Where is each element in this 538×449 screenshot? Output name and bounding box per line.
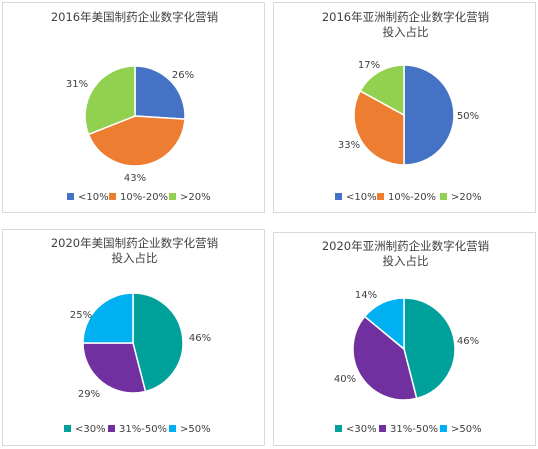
chart-title-line: 投入占比	[383, 254, 429, 268]
pie-slice	[82, 342, 147, 394]
legend-swatch	[109, 193, 116, 200]
slice-value-label: 29%	[78, 389, 100, 400]
legend-swatch	[64, 425, 71, 432]
legend-swatch	[108, 425, 115, 432]
slice-value-label: 25%	[70, 310, 92, 321]
pie-slice	[134, 65, 186, 120]
legend-label: >20%	[180, 192, 211, 203]
legend-swatch	[379, 425, 386, 432]
pie-chart-svg: 2016年美国制药企业数字化营销 26% 43% 31% <10% 10%-20% >20%	[51, 10, 218, 203]
chart-panel-2020-us: 2020年美国制药企业数字化营销 投入占比 46% 29% 25% <30% 31%-50%…	[2, 229, 265, 446]
slice-value-label: 31%	[66, 79, 88, 90]
slice-value-label: 33%	[338, 140, 360, 151]
pie-slice	[403, 64, 455, 166]
chart-title-line: 2020年亚洲制药企业数字化营销	[322, 239, 489, 253]
legend-swatch	[377, 193, 384, 200]
legend-label: >50%	[180, 424, 211, 435]
legend-label: 10%-20%	[120, 192, 168, 203]
pie-slice	[403, 297, 456, 400]
pie-slice	[359, 64, 405, 117]
pie-slice	[353, 89, 405, 166]
legend-label: 31%-50%	[119, 424, 167, 435]
legend-swatch	[169, 193, 176, 200]
chart-panel-2016-us: 2016年美国制药企业数字化营销 26% 43% 31% <10% 10%-20% >20%	[2, 2, 265, 213]
legend-swatch	[335, 193, 342, 200]
legend-label: <30%	[75, 424, 106, 435]
pie-slice	[87, 115, 186, 167]
chart-panel-2020-asia: 2020年亚洲制药企业数字化营销 投入占比 46% 40% 14% <30% 31%-50%…	[273, 232, 536, 446]
legend-label: <30%	[346, 424, 377, 435]
slice-value-label: 46%	[189, 333, 211, 344]
legend-swatch	[169, 425, 176, 432]
legend-swatch	[440, 193, 447, 200]
pie-slice	[84, 65, 136, 136]
pie-slice	[82, 292, 134, 344]
legend-swatch	[335, 425, 342, 432]
legend-swatch	[67, 193, 74, 200]
chart-title-line: 投入占比	[383, 25, 429, 39]
chart-title-line: 2016年美国制药企业数字化营销	[51, 10, 218, 24]
slice-value-label: 17%	[358, 60, 380, 71]
legend-label: <10%	[78, 192, 109, 203]
legend-label: <10%	[346, 192, 377, 203]
chart-title-line: 2020年美国制药企业数字化营销	[51, 236, 218, 250]
slice-value-label: 43%	[124, 173, 146, 184]
legend-label: >50%	[451, 424, 482, 435]
legend-swatch	[440, 425, 447, 432]
pie-slice	[132, 292, 184, 393]
legend-label: >20%	[451, 192, 482, 203]
pie-slice	[352, 315, 418, 401]
slice-value-label: 46%	[457, 336, 479, 347]
chart-title-line: 投入占比	[112, 251, 158, 265]
chart-panel-2016-asia: 2016年亚洲制药企业数字化营销 投入占比 50% 33% 17% <10% 10%-20%…	[273, 2, 536, 213]
legend-label: 31%-50%	[390, 424, 438, 435]
legend-label: 10%-20%	[388, 192, 436, 203]
pie-slice	[363, 297, 405, 351]
chart-title-line: 2016年亚洲制药企业数字化营销	[322, 10, 489, 24]
slice-value-label: 40%	[334, 374, 356, 385]
slice-value-label: 14%	[355, 290, 377, 301]
slice-value-label: 50%	[457, 111, 479, 122]
slice-value-label: 26%	[172, 70, 194, 81]
